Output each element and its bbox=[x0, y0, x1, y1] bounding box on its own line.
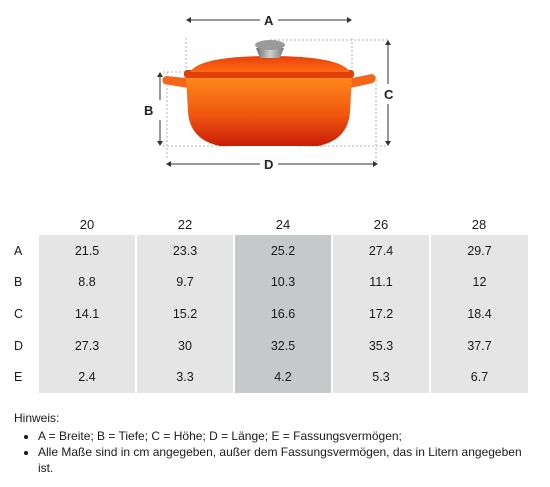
dimension-label-b: B bbox=[144, 103, 154, 118]
table-cell-highlighted: 32.5 bbox=[233, 329, 332, 362]
table-cell: 15.2 bbox=[135, 298, 234, 330]
column-header: 22 bbox=[177, 216, 193, 232]
notes-item: Alle Maße sind in cm angegeben, außer de… bbox=[38, 444, 534, 476]
dimension-label-c: C bbox=[384, 87, 394, 102]
right-handle bbox=[350, 74, 376, 88]
table-cell: 3.3 bbox=[135, 361, 234, 393]
row-label: D bbox=[8, 329, 38, 362]
table-corner bbox=[8, 213, 38, 235]
arrow-heads bbox=[157, 17, 391, 167]
table-cell: 8.8 bbox=[37, 266, 136, 299]
row-label: B bbox=[8, 266, 38, 299]
table-cell-highlighted: 25.2 bbox=[233, 235, 332, 267]
dimension-label-d: D bbox=[264, 157, 274, 172]
column-header: 28 bbox=[471, 216, 487, 232]
table-row: D 27.3 30 32.5 35.3 37.7 bbox=[8, 329, 528, 362]
left-handle bbox=[162, 76, 188, 88]
dutch-oven-illustration bbox=[157, 17, 391, 167]
row-label: A bbox=[8, 235, 38, 267]
dutch-oven-dimension-figure: A B C D bbox=[0, 0, 550, 190]
table-cell: 35.3 bbox=[331, 329, 430, 362]
row-label: C bbox=[8, 298, 38, 330]
table-cell: 23.3 bbox=[135, 235, 234, 267]
guide-lines bbox=[163, 38, 388, 162]
table-row: B 8.8 9.7 10.3 11.1 12 bbox=[8, 266, 528, 299]
table-cell: 21.5 bbox=[37, 235, 136, 267]
table-cell: 2.4 bbox=[37, 361, 136, 393]
column-header: 20 bbox=[79, 216, 95, 232]
lid-dome bbox=[190, 56, 350, 72]
table-cell: 18.4 bbox=[429, 298, 528, 330]
notes-list: A = Breite; B = Tiefe; C = Höhe; D = Län… bbox=[14, 428, 534, 476]
table-cell: 12 bbox=[429, 266, 528, 299]
row-label: E bbox=[8, 361, 38, 393]
table-cell: 14.1 bbox=[37, 298, 136, 330]
table-cell: 30 bbox=[135, 329, 234, 362]
dimension-arrows bbox=[159, 19, 389, 165]
table-cell: 11.1 bbox=[331, 266, 430, 299]
notes-heading: Hinweis: bbox=[14, 411, 60, 425]
column-header: 26 bbox=[373, 216, 389, 232]
table-row: E 2.4 3.3 4.2 5.3 6.7 bbox=[8, 361, 528, 393]
pot-body bbox=[186, 76, 352, 146]
table-cell-highlighted: 16.6 bbox=[233, 298, 332, 330]
column-header: 24 bbox=[275, 216, 291, 232]
table-row: A 21.5 23.3 25.2 27.4 29.7 bbox=[8, 235, 528, 267]
lid-knob bbox=[256, 48, 284, 58]
lid-knob-top bbox=[255, 40, 285, 50]
dimension-label-a: A bbox=[264, 13, 274, 28]
table-cell: 9.7 bbox=[135, 266, 234, 299]
table-cell: 27.3 bbox=[37, 329, 136, 362]
table-cell: 37.7 bbox=[429, 329, 528, 362]
table-cell: 6.7 bbox=[429, 361, 528, 393]
table-cell-highlighted: 10.3 bbox=[233, 266, 332, 299]
table-cell: 27.4 bbox=[331, 235, 430, 267]
size-table: 20 22 24 26 28 A 21.5 23.3 25.2 27.4 29.… bbox=[8, 213, 528, 393]
table-cell: 5.3 bbox=[331, 361, 430, 393]
table-row: C 14.1 15.2 16.6 17.2 18.4 bbox=[8, 298, 528, 330]
notes-section: Hinweis: A = Breite; B = Tiefe; C = Höhe… bbox=[14, 410, 534, 476]
table-cell: 17.2 bbox=[331, 298, 430, 330]
table-header-row: 20 22 24 26 28 bbox=[8, 213, 528, 235]
notes-item: A = Breite; B = Tiefe; C = Höhe; D = Län… bbox=[38, 428, 534, 444]
table-cell: 29.7 bbox=[429, 235, 528, 267]
table-cell-highlighted: 4.2 bbox=[233, 361, 332, 393]
